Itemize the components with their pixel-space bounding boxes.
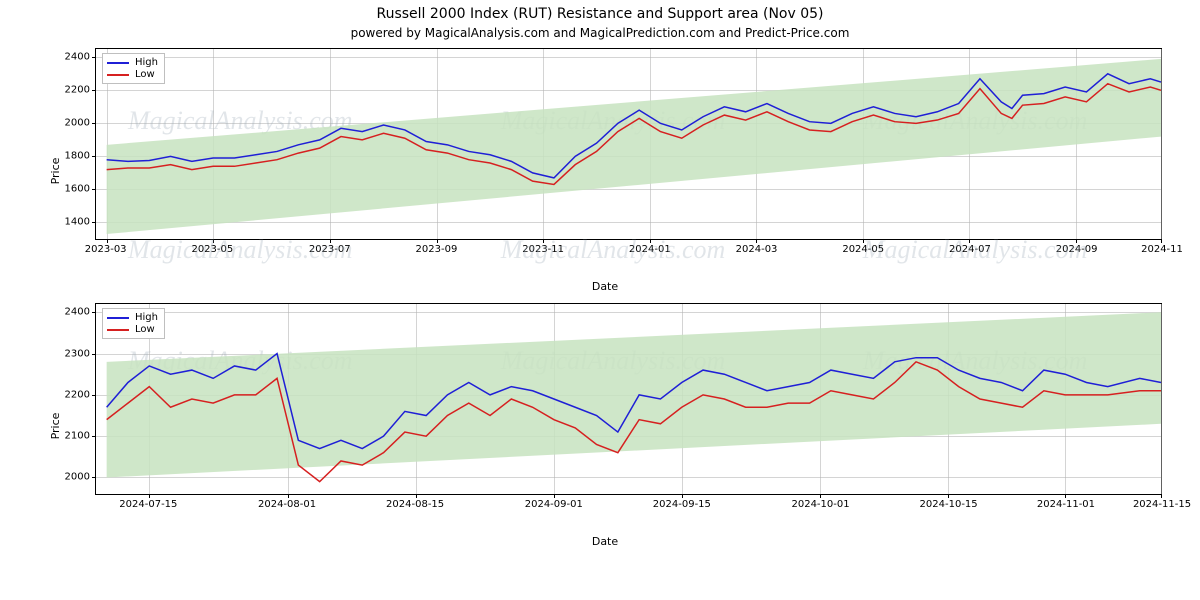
xtick-label: 2024-09-15 xyxy=(653,499,711,510)
chart-2: Price High Low 20002100220023002400Magic… xyxy=(40,303,1170,548)
ytick-label: 1800 xyxy=(65,151,90,162)
xtick-label: 2024-11-01 xyxy=(1037,499,1095,510)
chart-2-svg xyxy=(96,304,1161,494)
chart-1: Price High Low 140016001800200022002400M… xyxy=(40,48,1170,293)
ytick-label: 2200 xyxy=(65,85,90,96)
xtick-label: 2024-10-15 xyxy=(920,499,978,510)
chart-1-xlabel: Date xyxy=(40,280,1170,293)
chart-2-ylabel: Price xyxy=(49,412,62,439)
chart-subtitle: powered by MagicalAnalysis.com and Magic… xyxy=(0,26,1200,40)
legend-item-high: High xyxy=(107,312,158,323)
xtick-label: 2024-08-01 xyxy=(258,499,316,510)
legend-label-low: Low xyxy=(135,324,155,335)
legend-swatch-high xyxy=(107,62,129,64)
chart-1-svg xyxy=(96,49,1161,239)
ytick-label: 1600 xyxy=(65,184,90,195)
ytick-label: 2400 xyxy=(65,307,90,318)
legend-swatch-low xyxy=(107,74,129,76)
xtick-label: 2024-07 xyxy=(949,244,991,255)
ytick-label: 2400 xyxy=(65,52,90,63)
chart-1-legend: High Low xyxy=(102,53,165,84)
xtick-label: 2024-03 xyxy=(736,244,778,255)
ytick-label: 2300 xyxy=(65,348,90,359)
xtick-label: 2024-08-15 xyxy=(386,499,444,510)
chart-2-xlabel: Date xyxy=(40,535,1170,548)
xtick-label: 2023-07 xyxy=(309,244,351,255)
xtick-label: 2023-11 xyxy=(522,244,564,255)
ytick-label: 2000 xyxy=(65,118,90,129)
xtick-label: 2023-03 xyxy=(85,244,127,255)
ytick-label: 2100 xyxy=(65,431,90,442)
xtick-label: 2024-11-15 xyxy=(1133,499,1191,510)
chart-1-ylabel: Price xyxy=(49,157,62,184)
legend-swatch-high xyxy=(107,317,129,319)
xtick-label: 2024-09-01 xyxy=(525,499,583,510)
legend-item-low: Low xyxy=(107,69,158,80)
xtick-label: 2024-09 xyxy=(1056,244,1098,255)
xtick-label: 2024-07-15 xyxy=(119,499,177,510)
chart-2-legend: High Low xyxy=(102,308,165,339)
ytick-label: 1400 xyxy=(65,217,90,228)
legend-label-low: Low xyxy=(135,69,155,80)
xtick-label: 2023-05 xyxy=(191,244,233,255)
legend-item-low: Low xyxy=(107,324,158,335)
legend-swatch-low xyxy=(107,329,129,331)
xtick-label: 2024-11 xyxy=(1141,244,1183,255)
xtick-label: 2024-10-01 xyxy=(791,499,849,510)
page-root: Russell 2000 Index (RUT) Resistance and … xyxy=(0,0,1200,600)
chart-1-plot: High Low 140016001800200022002400Magical… xyxy=(95,48,1162,240)
legend-label-high: High xyxy=(135,312,158,323)
xtick-label: 2024-01 xyxy=(629,244,671,255)
chart-2-xticks: 2024-07-15 2024-08-01 2024-08-15 2024-09-01… xyxy=(95,495,1162,509)
legend-item-high: High xyxy=(107,57,158,68)
title-block: Russell 2000 Index (RUT) Resistance and … xyxy=(0,0,1200,40)
xtick-label: 2023-09 xyxy=(416,244,458,255)
chart-2-plot: High Low 20002100220023002400MagicalAnal… xyxy=(95,303,1162,495)
chart-1-xticks: 2023-032023-052023-072023-092023-112024-… xyxy=(95,240,1162,254)
support-resistance-band xyxy=(107,312,1161,477)
ytick-label: 2200 xyxy=(65,389,90,400)
support-resistance-band xyxy=(107,59,1161,234)
legend-label-high: High xyxy=(135,57,158,68)
chart-title: Russell 2000 Index (RUT) Resistance and … xyxy=(0,6,1200,22)
xtick-label: 2024-05 xyxy=(842,244,884,255)
ytick-label: 2000 xyxy=(65,472,90,483)
